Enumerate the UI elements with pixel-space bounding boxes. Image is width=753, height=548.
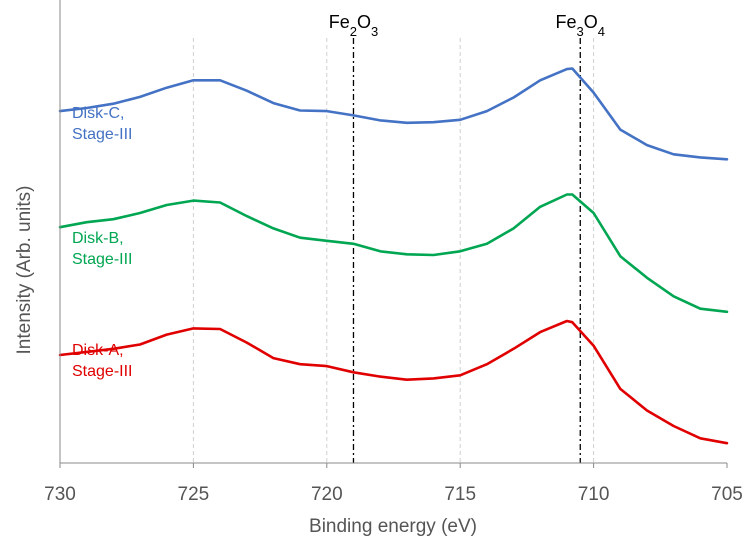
series-label-2-line2: Stage-III: [72, 363, 132, 380]
x-tick-label-720: 720: [311, 484, 343, 505]
series-lines: [58, 67, 729, 445]
series-label-0-line1: Disk-C,: [72, 105, 124, 122]
x-tick-labels: 730 725 720 715 710 705: [44, 463, 743, 505]
series-line-2: [58, 319, 729, 445]
reference-label-0: Fe2O3: [329, 12, 379, 39]
gridlines: [192, 38, 595, 463]
series-labels: Disk-C, Stage-III Disk-B, Stage-III Disk-A, S…: [72, 105, 132, 380]
series-label-1-line1: Disk-B,: [72, 230, 124, 247]
x-tick-label-710: 710: [578, 484, 610, 505]
y-axis-title: Intensity (Arb. units): [14, 186, 35, 355]
x-tick-label-725: 725: [178, 484, 210, 505]
series-label-1-line2: Stage-III: [72, 251, 132, 268]
series-label-2-line1: Disk-A,: [72, 342, 124, 359]
reference-label-1: Fe3O4: [556, 12, 606, 39]
x-tick-label-730: 730: [44, 484, 76, 505]
series-line-0: [58, 67, 729, 161]
series-label-0-line2: Stage-III: [72, 126, 132, 143]
x-axis-title: Binding energy (eV): [309, 516, 477, 537]
x-tick-label-715: 715: [444, 484, 476, 505]
x-tick-label-705: 705: [711, 484, 743, 505]
reference-lines: Fe2O3 Fe3O4: [329, 12, 605, 463]
series-line-1: [58, 193, 729, 314]
